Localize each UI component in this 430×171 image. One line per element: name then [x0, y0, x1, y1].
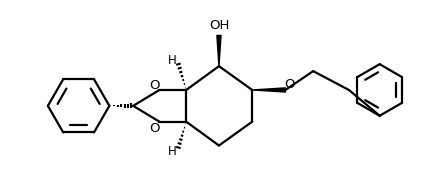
Text: OH: OH — [209, 19, 229, 32]
Polygon shape — [252, 88, 286, 92]
Polygon shape — [217, 35, 221, 66]
Text: H: H — [167, 145, 176, 158]
Text: O: O — [149, 78, 160, 91]
Text: O: O — [149, 122, 160, 135]
Text: H: H — [167, 54, 176, 67]
Text: O: O — [284, 77, 295, 90]
